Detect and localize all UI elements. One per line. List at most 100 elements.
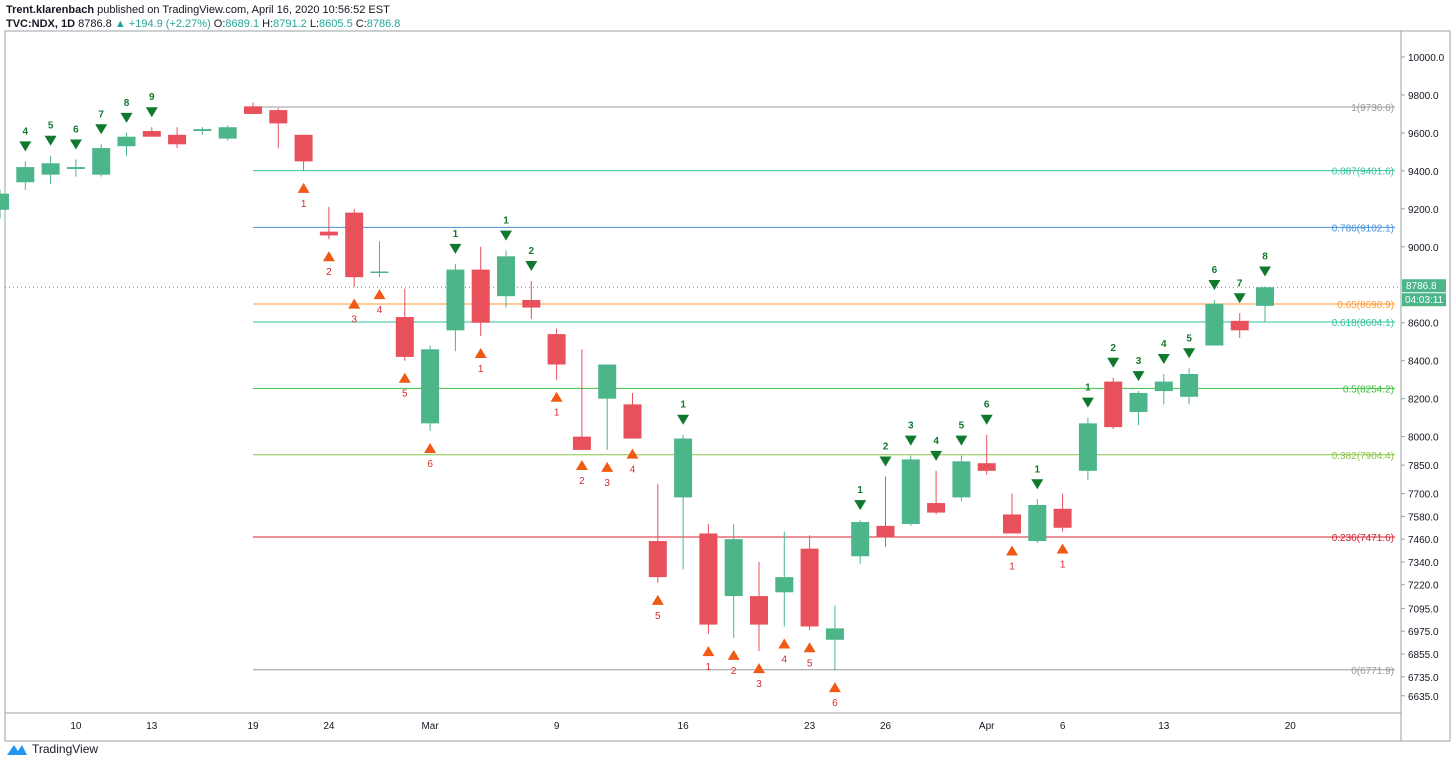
price-tick-label: 9200.0: [1408, 205, 1439, 216]
buy-setup-marker: [854, 500, 867, 511]
candle-body: [41, 163, 60, 175]
time-axis[interactable]: 10 13 19 24 Mar 9 16 23 26 Apr 6 13 20: [70, 721, 1296, 732]
buy-setup-marker: [19, 141, 32, 152]
sell-setup-marker: [778, 638, 791, 649]
sell-setup-count: 1: [478, 364, 484, 375]
sell-setup-count: 1: [301, 199, 307, 210]
last-price-badge: [1402, 279, 1446, 293]
sell-setup-count: 3: [604, 478, 610, 489]
candle-body: [851, 522, 870, 557]
sell-setup-marker: [753, 663, 765, 674]
buy-setup-count: 4: [1161, 339, 1167, 350]
price-tick-label: 9800.0: [1408, 91, 1439, 102]
sell-setup-marker: [398, 372, 411, 383]
sell-setup-count: 1: [554, 408, 560, 419]
fib-label: 1(9736.6): [1351, 103, 1394, 114]
candle-body: [876, 525, 895, 538]
sell-setup-marker: [474, 348, 487, 359]
sell-setup-count: 6: [427, 459, 433, 470]
sell-setup-marker: [1056, 543, 1069, 554]
fib-label: 0.5(8254.2): [1343, 384, 1394, 395]
candle-body: [952, 461, 971, 498]
tradingview-brand[interactable]: TradingView: [6, 742, 98, 756]
sell-setup-count: 3: [351, 315, 357, 326]
price-axis[interactable]: 10000.0 9800.0 9600.0 9400.0 9200.0 9000.0 860…: [1401, 53, 1446, 703]
candle-body: [598, 364, 617, 399]
candle-body: [800, 548, 819, 627]
candle-body: [345, 212, 364, 278]
sell-setup-count: 5: [655, 611, 661, 622]
candle-body: [16, 167, 35, 183]
sell-setup-marker: [550, 391, 563, 402]
candle-body: [1180, 374, 1199, 397]
sell-setup-marker: [626, 448, 639, 459]
setup-markers: 4 5 6 7 8 9 1 1 2 1 1 2 3 4 5 6 1 1 2 3 4 5 6 7 8 1 2 3 4 5 6 1 1 2 3 4 5 1 2 3…: [19, 92, 1271, 709]
candle-body: [927, 503, 946, 513]
buy-setup-marker: [120, 112, 133, 123]
candle-body: [1205, 303, 1224, 346]
candle-body: [648, 541, 667, 578]
price-tick-label: 7700.0: [1408, 490, 1439, 501]
sell-setup-count: 5: [402, 389, 408, 400]
candle-body: [775, 577, 794, 593]
buy-setup-count: 6: [984, 400, 990, 411]
fib-label: 0.236(7471.6): [1332, 533, 1394, 544]
fibonacci-levels: 1(9736.6) 0.887(9401.6) 0.786(9102.1) 0.65(…: [5, 103, 1401, 677]
candle-body: [1256, 287, 1274, 306]
buy-setup-count: 3: [908, 421, 914, 432]
buy-setup-count: 6: [1212, 265, 1218, 276]
sell-setup-count: 5: [807, 658, 813, 669]
candle-body: [623, 404, 642, 439]
candle-body: [724, 539, 743, 597]
candle-body: [370, 271, 389, 273]
buy-setup-marker: [500, 230, 512, 241]
candles: [0, 102, 1274, 671]
buy-setup-count: 2: [529, 246, 535, 257]
sell-setup-count: 1: [1009, 561, 1015, 572]
sell-setup-marker: [1006, 545, 1018, 556]
countdown-badge: [1402, 293, 1446, 307]
buy-setup-marker: [1157, 354, 1170, 364]
candle-body: [1104, 381, 1123, 428]
candle-body: [901, 459, 920, 524]
candle-body: [218, 127, 237, 139]
change-value: ▲ +194.9 (+2.27%): [114, 18, 211, 30]
price-tick-label: 6735.0: [1408, 673, 1439, 684]
price-tick-label: 9000.0: [1408, 243, 1439, 254]
candle-body: [497, 256, 515, 297]
sell-setup-count: 1: [706, 662, 712, 673]
buy-setup-marker: [1081, 397, 1094, 408]
sell-setup-count: 4: [782, 654, 788, 665]
buy-setup-count: 1: [453, 229, 459, 240]
time-tick-label: 24: [323, 721, 335, 732]
candle-body: [1154, 381, 1173, 392]
candle-body: [117, 136, 136, 147]
price-tick-label: 7460.0: [1408, 535, 1439, 546]
buy-setup-marker: [1259, 266, 1271, 277]
candle-body: [395, 317, 414, 357]
sell-setup-marker: [348, 298, 361, 309]
fib-label: 0.618(8604.1): [1332, 318, 1394, 329]
price-tick-label: 8600.0: [1408, 319, 1439, 330]
price-tick-label: 8200.0: [1408, 395, 1439, 406]
price-tick-label: 6975.0: [1408, 627, 1439, 638]
candle-body: [699, 533, 718, 625]
buy-setup-count: 7: [1237, 278, 1243, 289]
buy-setup-count: 7: [98, 109, 104, 120]
sell-setup-marker: [727, 649, 740, 660]
time-tick-label: 9: [554, 721, 560, 732]
buy-setup-marker: [145, 107, 158, 118]
buy-setup-count: 5: [959, 421, 965, 432]
buy-setup-count: 3: [1136, 356, 1142, 367]
candle-body: [674, 438, 693, 498]
candle-body: [471, 269, 490, 323]
publisher-name[interactable]: Trent.klarenbach: [6, 4, 95, 16]
buy-setup-count: 4: [933, 436, 939, 447]
sell-setup-marker: [803, 642, 816, 653]
sell-setup-marker: [322, 251, 335, 262]
candle-body: [750, 596, 768, 625]
tradingview-logo-icon: [7, 745, 27, 755]
sell-setup-count: 1: [1060, 560, 1066, 571]
price-tick-label: 6635.0: [1408, 692, 1439, 703]
